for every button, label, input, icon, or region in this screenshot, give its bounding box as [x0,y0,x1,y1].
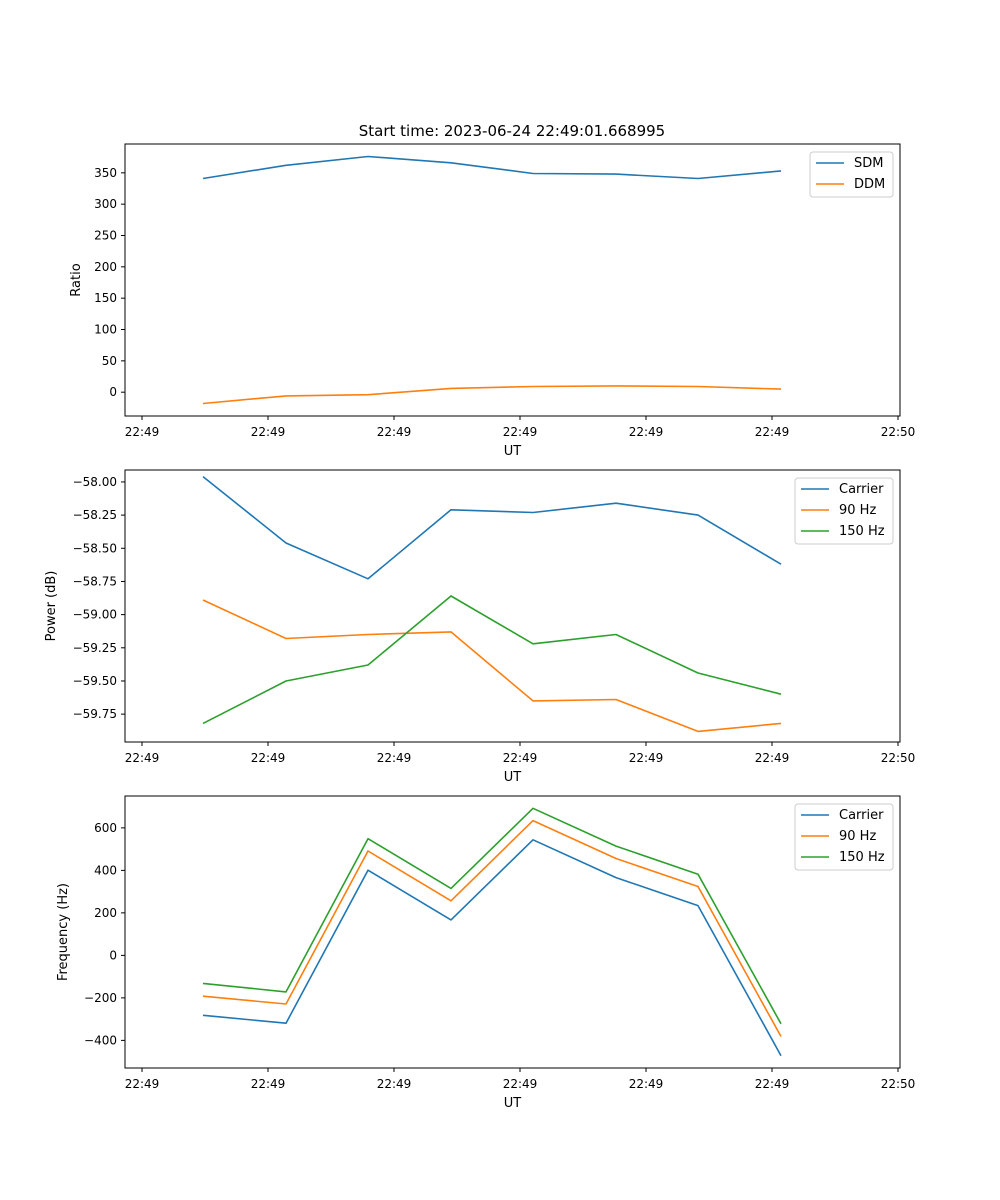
y-tick-label-1-7: 300 [94,197,117,211]
legend-2: Carrier 90 Hz 150 Hz [794,477,894,545]
axes-frame-3 [124,795,901,1069]
x-tick-label-3-6: 22:49 [755,1077,790,1091]
x-tick-label-3-4: 22:49 [503,1077,538,1091]
series-line-3-2 [202,819,782,1037]
series-line-3-3 [202,807,782,1025]
series-line-1-2 [202,385,782,405]
axes-frame-1 [124,143,901,417]
subplot-1: 22:49 22:49 22:49 22:49 22:49 22:49 22:50 0 50 10… [69,143,916,459]
legend-label-2-1: Carrier [839,482,884,497]
y-tick-label-3-5: 400 [94,863,117,877]
y-tick-label-3-3: 0 [109,948,117,962]
y-tick-label-1-3: 100 [94,323,117,337]
series-line-2-1 [202,475,782,580]
x-tick-label-1-6: 22:49 [755,425,790,439]
x-tick-label-1-7: 22:50 [881,425,916,439]
y-tick-label-1-5: 200 [94,260,117,274]
x-tick-label-1-1: 22:49 [125,425,160,439]
y-tick-label-2-5: −58.75 [73,574,117,588]
series-line-2-3 [202,595,782,725]
x-tick-label-2-6: 22:49 [755,751,790,765]
x-tick-label-1-5: 22:49 [629,425,664,439]
y-tick-label-1-6: 250 [94,229,117,243]
subplot-2: 22:49 22:49 22:49 22:49 22:49 22:49 22:50 −59.7… [44,469,916,785]
y-tick-label-2-3: −59.25 [73,641,117,655]
legend-1: SDM DDM [809,151,894,198]
x-tick-label-3-1: 22:49 [125,1077,160,1091]
legend-box-2 [794,477,894,545]
y-tick-label-1-1: 0 [109,385,117,399]
legend-label-3-2: 90 Hz [839,829,876,844]
x-tick-label-2-4: 22:49 [503,751,538,765]
x-tick-label-2-1: 22:49 [125,751,160,765]
axes-frame-2 [124,469,901,743]
y-tick-label-3-2: −200 [84,991,117,1005]
y-tick-label-3-4: 200 [94,906,117,920]
y-tick-label-1-4: 150 [94,291,117,305]
legend-label-2-2: 90 Hz [839,503,876,518]
x-tick-label-3-7: 22:50 [881,1077,916,1091]
y-tick-label-2-2: −59.50 [73,674,117,688]
x-tick-label-1-3: 22:49 [377,425,412,439]
subplots: 22:49 22:49 22:49 22:49 22:49 22:49 22:50 0 50 10… [44,143,916,1111]
x-tick-label-2-2: 22:49 [251,751,286,765]
legend-label-3-3: 150 Hz [839,850,885,865]
x-axis-label-1: UT [504,444,522,459]
legend-label-3-1: Carrier [839,808,884,823]
x-tick-label-3-2: 22:49 [251,1077,286,1091]
x-tick-label-1-4: 22:49 [503,425,538,439]
legend-label-1-1: SDM [854,156,883,171]
y-tick-label-2-1: −59.75 [73,707,117,721]
x-tick-label-2-3: 22:49 [377,751,412,765]
figure-title: Start time: 2023-06-24 22:49:01.668995 [359,122,665,140]
x-tick-label-3-5: 22:49 [629,1077,664,1091]
legend-3: Carrier 90 Hz 150 Hz [794,803,894,871]
y-axis-label-2: Power (dB) [44,571,59,642]
series-line-2-2 [202,599,782,733]
y-tick-label-3-6: 600 [94,821,117,835]
y-tick-label-2-8: −58.00 [73,475,117,489]
x-tick-label-3-3: 22:49 [377,1077,412,1091]
x-tick-label-2-5: 22:49 [629,751,664,765]
x-tick-label-1-2: 22:49 [251,425,286,439]
y-axis-label-1: Ratio [69,263,84,296]
y-tick-label-1-8: 350 [94,166,117,180]
y-tick-label-2-4: −59.00 [73,608,117,622]
legend-label-1-2: DDM [854,177,885,192]
series-line-3-1 [202,838,782,1057]
x-tick-label-2-7: 22:50 [881,751,916,765]
legend-box-3 [794,803,894,871]
y-tick-label-2-7: −58.25 [73,508,117,522]
y-tick-label-2-6: −58.50 [73,541,117,555]
y-axis-label-3: Frequency (Hz) [56,883,71,981]
series-line-1-1 [202,155,782,180]
x-axis-label-3: UT [504,1096,522,1111]
subplot-3: 22:49 22:49 22:49 22:49 22:49 22:49 22:50 −400 −… [56,795,916,1111]
y-tick-label-1-2: 50 [102,354,117,368]
y-tick-label-3-1: −400 [84,1033,117,1047]
legend-label-2-3: 150 Hz [839,524,885,539]
x-axis-label-2: UT [504,770,522,785]
